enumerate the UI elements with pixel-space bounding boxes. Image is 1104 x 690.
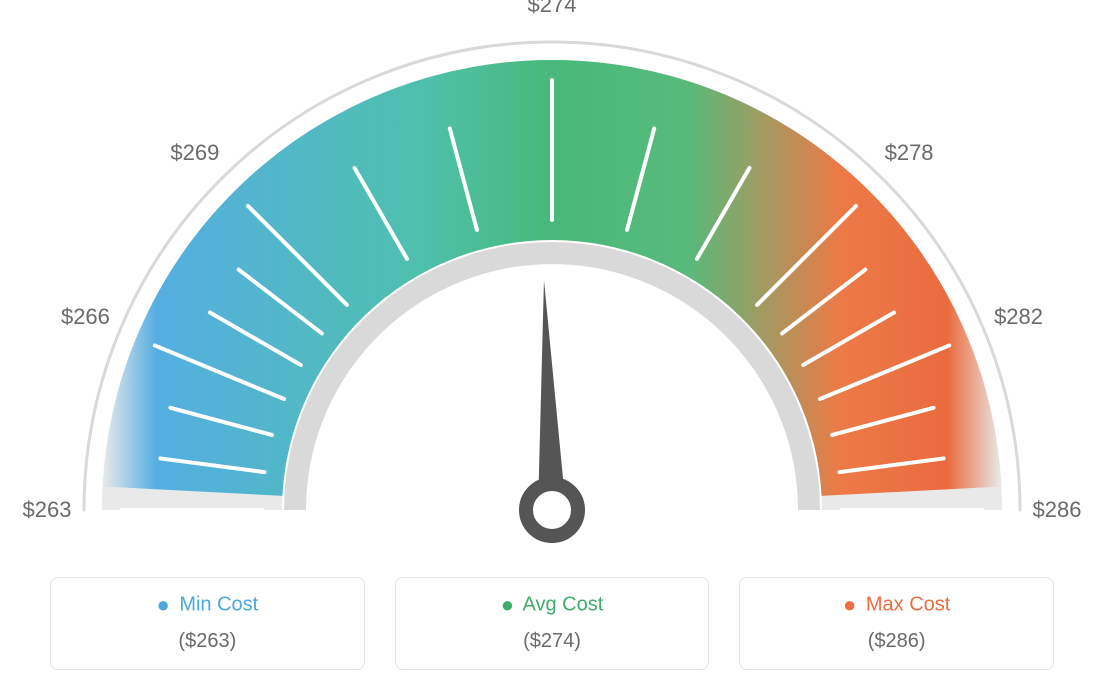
legend-title-min: ● Min Cost bbox=[61, 592, 354, 618]
legend-title-text: Min Cost bbox=[179, 593, 258, 615]
dot-icon: ● bbox=[843, 592, 856, 617]
legend-card-avg: ● Avg Cost ($274) bbox=[395, 577, 710, 670]
legend-value-min: ($263) bbox=[61, 630, 354, 653]
gauge-area: $263 $266 $269 $274 $278 $282 $286 bbox=[0, 0, 1104, 570]
legend-card-min: ● Min Cost ($263) bbox=[50, 577, 365, 670]
legend-row: ● Min Cost ($263) ● Avg Cost ($274) ● Ma… bbox=[50, 577, 1054, 670]
cost-gauge-chart: $263 $266 $269 $274 $278 $282 $286 ● Min Cost … bbox=[0, 0, 1104, 690]
gauge-tick-label: $282 bbox=[994, 304, 1043, 330]
dot-icon: ● bbox=[501, 592, 514, 617]
gauge-tick-label: $263 bbox=[23, 497, 72, 523]
gauge-tick-label: $286 bbox=[1033, 497, 1082, 523]
legend-value-avg: ($274) bbox=[406, 630, 699, 653]
gauge-svg bbox=[0, 0, 1104, 570]
legend-title-text: Max Cost bbox=[866, 593, 950, 615]
gauge-tick-label: $274 bbox=[528, 0, 577, 18]
legend-title-text: Avg Cost bbox=[522, 593, 603, 615]
legend-card-max: ● Max Cost ($286) bbox=[739, 577, 1054, 670]
gauge-tick-label: $278 bbox=[885, 140, 934, 166]
gauge-tick-label: $266 bbox=[61, 304, 110, 330]
legend-title-max: ● Max Cost bbox=[750, 592, 1043, 618]
legend-title-avg: ● Avg Cost bbox=[406, 592, 699, 618]
legend-value-max: ($286) bbox=[750, 630, 1043, 653]
dot-icon: ● bbox=[156, 592, 169, 617]
gauge-tick-label: $269 bbox=[170, 140, 219, 166]
